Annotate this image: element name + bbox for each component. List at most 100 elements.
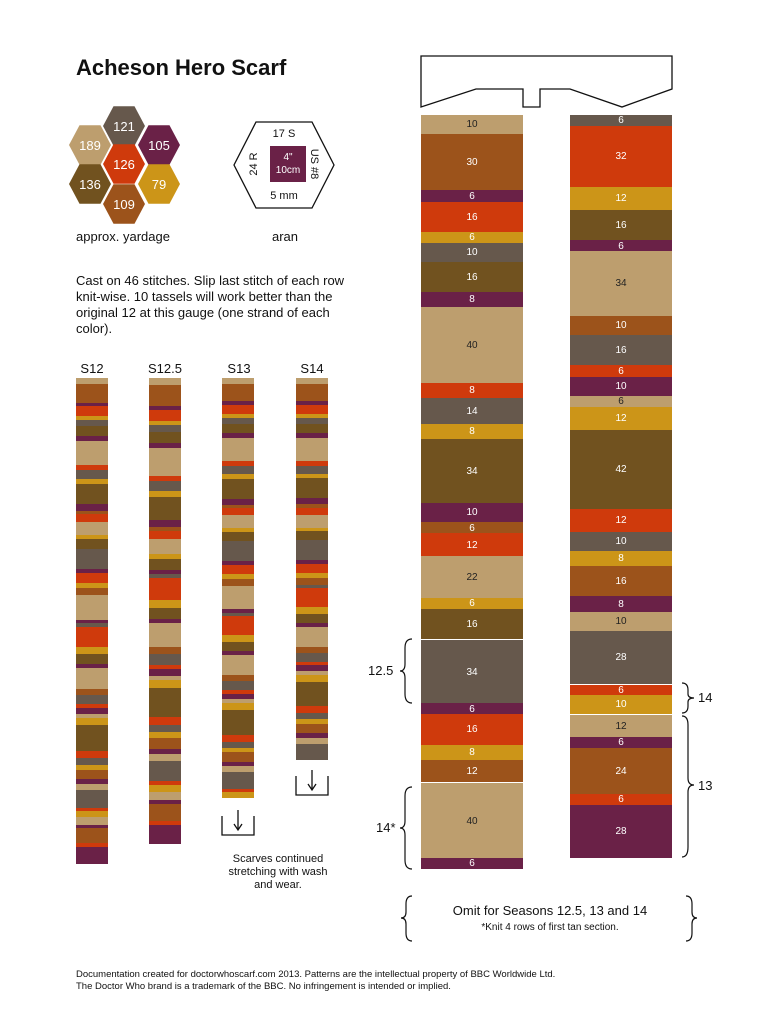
stripe (76, 717, 108, 726)
stripe (296, 401, 328, 406)
stripe (76, 704, 108, 709)
stripe (296, 504, 328, 509)
stripe (76, 384, 108, 404)
instructions-text: Cast on 46 stitches. Slip last stitch of… (76, 273, 345, 336)
omit-main: Omit for Seasons 12.5, 13 and 14 (452, 903, 648, 918)
stripe: 6 (421, 190, 523, 203)
bracket-label-14-star: 14* (376, 820, 396, 835)
stripe (76, 587, 108, 596)
stripe (149, 577, 181, 601)
stripe (76, 667, 108, 689)
stripe-rows-label: 42 (615, 464, 627, 476)
stripe (222, 561, 254, 566)
stripe (76, 595, 108, 621)
stripe-rows-label: 10 (466, 247, 478, 259)
stripe: 6 (570, 240, 672, 252)
gauge-cm: 10cm (275, 165, 301, 176)
stripe: 12 (570, 509, 672, 533)
stripe (76, 828, 108, 844)
stripe (222, 417, 254, 425)
scarf-preview-s13 (222, 378, 254, 799)
stripe (76, 538, 108, 550)
stripe-rows-label: 12 (615, 721, 627, 733)
stripe (222, 680, 254, 691)
stripe (149, 623, 181, 648)
stripe (222, 699, 254, 704)
stripe-rows-label: 6 (469, 190, 475, 202)
stripe (76, 378, 108, 385)
footer: Documentation created for doctorwhoscarf… (76, 969, 696, 993)
stripe-rows-label: 6 (618, 395, 624, 407)
stripe (149, 653, 181, 666)
stripe-rows-label: 28 (615, 651, 627, 663)
stripe (149, 748, 181, 755)
scarf-preview-s12-5 (149, 378, 181, 845)
stripe (149, 608, 181, 620)
stripe: 10 (570, 694, 672, 715)
stripe (222, 414, 254, 419)
stripe-rows-label: 8 (469, 294, 475, 306)
stripe (76, 573, 108, 584)
stripe (296, 573, 328, 579)
stripe: 28 (570, 804, 672, 859)
season-label: S12.5 (148, 361, 182, 376)
stripe (149, 569, 181, 575)
stripe (222, 654, 254, 676)
stripe (222, 541, 254, 562)
stripe (222, 734, 254, 743)
stripe (296, 423, 328, 434)
bracket-icon (399, 786, 413, 870)
stripe: 10 (570, 611, 672, 632)
stripe (222, 437, 254, 462)
stripe-rows-label: 10 (615, 615, 627, 627)
stripe: 40 (421, 782, 523, 860)
stripe (76, 582, 108, 589)
stripe (296, 560, 328, 565)
stripe-rows-label: 28 (615, 826, 627, 838)
gauge-needle-us: US #8 (308, 148, 320, 180)
stripe (76, 548, 108, 570)
stripe (296, 588, 328, 608)
stripe (76, 504, 108, 512)
stripe (76, 764, 108, 770)
stripe-rows-label: 10 (615, 536, 627, 548)
stripe-rows-label: 10 (466, 119, 478, 131)
stripe (149, 599, 181, 609)
stripe (296, 507, 328, 516)
stripe (222, 573, 254, 580)
stripe (296, 606, 328, 615)
stripe (76, 688, 108, 696)
bracket-icon (681, 682, 695, 714)
stripe (76, 694, 108, 705)
stripe-rows-label: 22 (466, 571, 478, 583)
stripe: 8 (421, 424, 523, 440)
stripe (76, 419, 108, 427)
stripe: 16 (421, 262, 523, 293)
stripe (76, 843, 108, 848)
gauge-needle-mm: 5 mm (270, 190, 298, 202)
stripe (76, 623, 108, 628)
stripe (296, 723, 328, 734)
stripe-rows-label: 10 (615, 699, 627, 711)
stripe-rows-label: 6 (618, 115, 624, 127)
stripe (296, 465, 328, 475)
scarf-column-2: 6 32 12 16 6 34 10 16 6 10 6 12 42 12 10 8 16 8 10 28 6 10 12 6… (570, 115, 672, 859)
stripe (149, 717, 181, 726)
stripe (222, 766, 254, 773)
stripe (76, 779, 108, 785)
stripe (76, 790, 108, 809)
season-label: S14 (300, 361, 324, 376)
stripe-rows-label: 16 (466, 271, 478, 283)
stripe (76, 663, 108, 669)
stripe (222, 433, 254, 439)
stripe (149, 737, 181, 750)
stripe (222, 474, 254, 480)
stripe (296, 437, 328, 462)
yardage-hex: 136 (69, 164, 111, 204)
stripe (76, 465, 108, 471)
stripe (76, 440, 108, 466)
stripe (296, 661, 328, 666)
stripe (222, 693, 254, 700)
yardage-chart: 121 189 105 126 136 79 109 (66, 100, 186, 230)
stripe (222, 702, 254, 711)
